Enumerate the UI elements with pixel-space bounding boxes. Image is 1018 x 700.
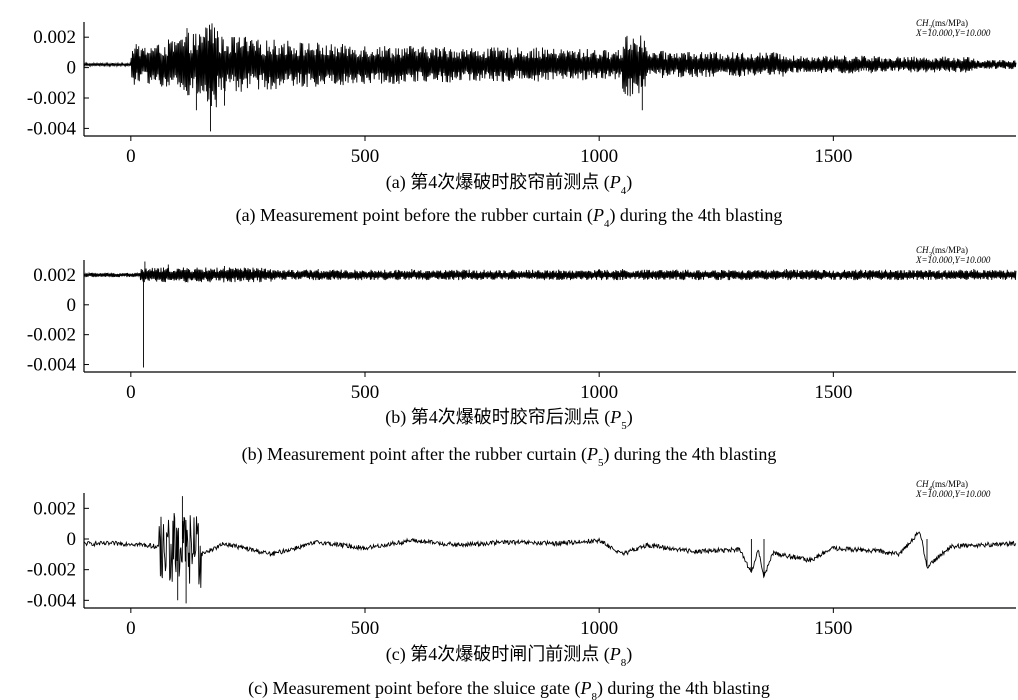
caption-en-close: ) during the 4th blasting	[609, 205, 782, 226]
y-tick-label: -0.004	[27, 590, 77, 611]
y-tick-label: -0.004	[27, 118, 77, 139]
scale-label: X=10.000,Y=10.000	[915, 255, 991, 265]
series-line	[83, 23, 1017, 132]
channel-unit: (ms/MPa)	[932, 18, 968, 28]
caption-en: (b) Measurement point after the rubber c…	[242, 444, 777, 469]
caption-en-sub: 4	[604, 218, 610, 230]
caption-cn-var: P	[609, 172, 621, 192]
x-tick-label: 0	[126, 146, 136, 167]
x-tick-label: 1500	[814, 618, 852, 639]
y-tick-label: 0.002	[33, 27, 76, 48]
chart-panel-2: 0.002 0 -0.002 -0.004 0 500 1000 1500 CH3(ms/MPa…	[27, 245, 1017, 469]
caption-cn-close: )	[626, 644, 632, 665]
y-tick-label: 0.002	[33, 265, 76, 286]
caption-en-sub: 5	[598, 457, 604, 469]
x-tick-label: 1000	[580, 382, 618, 403]
y-tick-label: -0.002	[27, 325, 76, 346]
caption-en-label: (c) Measurement point before the sluice …	[248, 678, 580, 699]
x-tick-label: 0	[126, 618, 136, 639]
caption-en-var: P	[579, 678, 591, 698]
y-tick-label: -0.002	[27, 88, 76, 109]
caption-cn: (b) 第4次爆破时胶帘后测点 (P5)	[385, 407, 632, 432]
series-line	[83, 261, 1017, 368]
channel-subscript: 3	[928, 251, 933, 259]
caption-en-close: ) during the 4th blasting	[603, 444, 776, 465]
x-tick-label: 0	[126, 382, 136, 403]
x-tick-label: 1500	[814, 382, 852, 403]
channel-unit: (ms/MPa)	[932, 479, 968, 489]
scale-label: X=10.000,Y=10.000	[915, 28, 991, 38]
caption-en-label: (a) Measurement point before the rubber …	[236, 205, 593, 226]
y-tick-label: -0.004	[27, 355, 77, 376]
caption-en-label: (b) Measurement point after the rubber c…	[242, 444, 587, 465]
caption-en-sub: 8	[591, 691, 597, 700]
channel-label: CH2(ms/MPa)	[916, 18, 968, 32]
channel-unit: (ms/MPa)	[932, 245, 968, 255]
caption-cn: (a) 第4次爆破时胶帘前测点 (P4)	[386, 172, 632, 197]
x-tick-label: 500	[351, 146, 380, 167]
y-tick-label: 0	[67, 295, 77, 316]
channel-name: CH	[916, 479, 929, 489]
channel-subscript: 4	[929, 485, 933, 493]
channel-name: CH	[916, 18, 929, 28]
scale-text: X=10.000,Y=10.000	[915, 28, 991, 38]
y-tick-label: -0.002	[27, 560, 76, 581]
caption-en: (a) Measurement point before the rubber …	[236, 205, 783, 230]
x-tick-label: 1000	[580, 618, 618, 639]
chart-panel-3: 0.002 0 -0.002 -0.004 0 500 1000 1500 CH4(ms/MPa…	[27, 479, 1017, 700]
channel-name: CH	[916, 245, 929, 255]
caption-cn: (c) 第4次爆破时闸门前测点 (P8)	[386, 644, 632, 669]
y-tick-label: 0.002	[33, 498, 76, 519]
x-tick-label: 500	[351, 618, 380, 639]
caption-en-close: ) during the 4th blasting	[597, 678, 770, 699]
caption-cn-label: (a) 第4次爆破时胶帘前测点 (	[386, 172, 610, 193]
caption-en-var: P	[586, 444, 598, 464]
caption-cn-label: (c) 第4次爆破时闸门前测点 (	[386, 644, 610, 665]
channel-label: CH4(ms/MPa)	[916, 479, 968, 493]
y-tick-label: 0	[67, 58, 77, 79]
scale-text: X=10.000,Y=10.000	[915, 255, 991, 265]
x-tick-label: 1500	[814, 146, 852, 167]
scale-text: X=10.000,Y=10.000	[915, 489, 991, 499]
caption-cn-var: P	[609, 644, 621, 664]
caption-en: (c) Measurement point before the sluice …	[248, 678, 770, 700]
series-line	[83, 496, 1017, 604]
caption-cn-sub: 4	[621, 185, 627, 197]
caption-cn-label: (b) 第4次爆破时胶帘后测点 (	[385, 407, 610, 428]
channel-label: CH3(ms/MPa)	[916, 245, 968, 259]
x-tick-label: 500	[351, 382, 380, 403]
chart-panel-1: 0.002 0 -0.002 -0.004 0 500 1000 1500 CH2(ms/MPa…	[27, 18, 1017, 230]
y-tick-label: 0	[67, 529, 77, 550]
caption-cn-var: P	[609, 407, 621, 427]
x-tick-label: 1000	[580, 146, 618, 167]
scale-label: X=10.000,Y=10.000	[915, 489, 991, 499]
caption-cn-close: )	[627, 407, 633, 428]
caption-en-var: P	[592, 205, 604, 225]
channel-subscript: 2	[929, 24, 933, 32]
caption-cn-sub: 5	[621, 420, 627, 432]
caption-cn-close: )	[626, 172, 632, 193]
caption-cn-sub: 8	[621, 657, 627, 669]
